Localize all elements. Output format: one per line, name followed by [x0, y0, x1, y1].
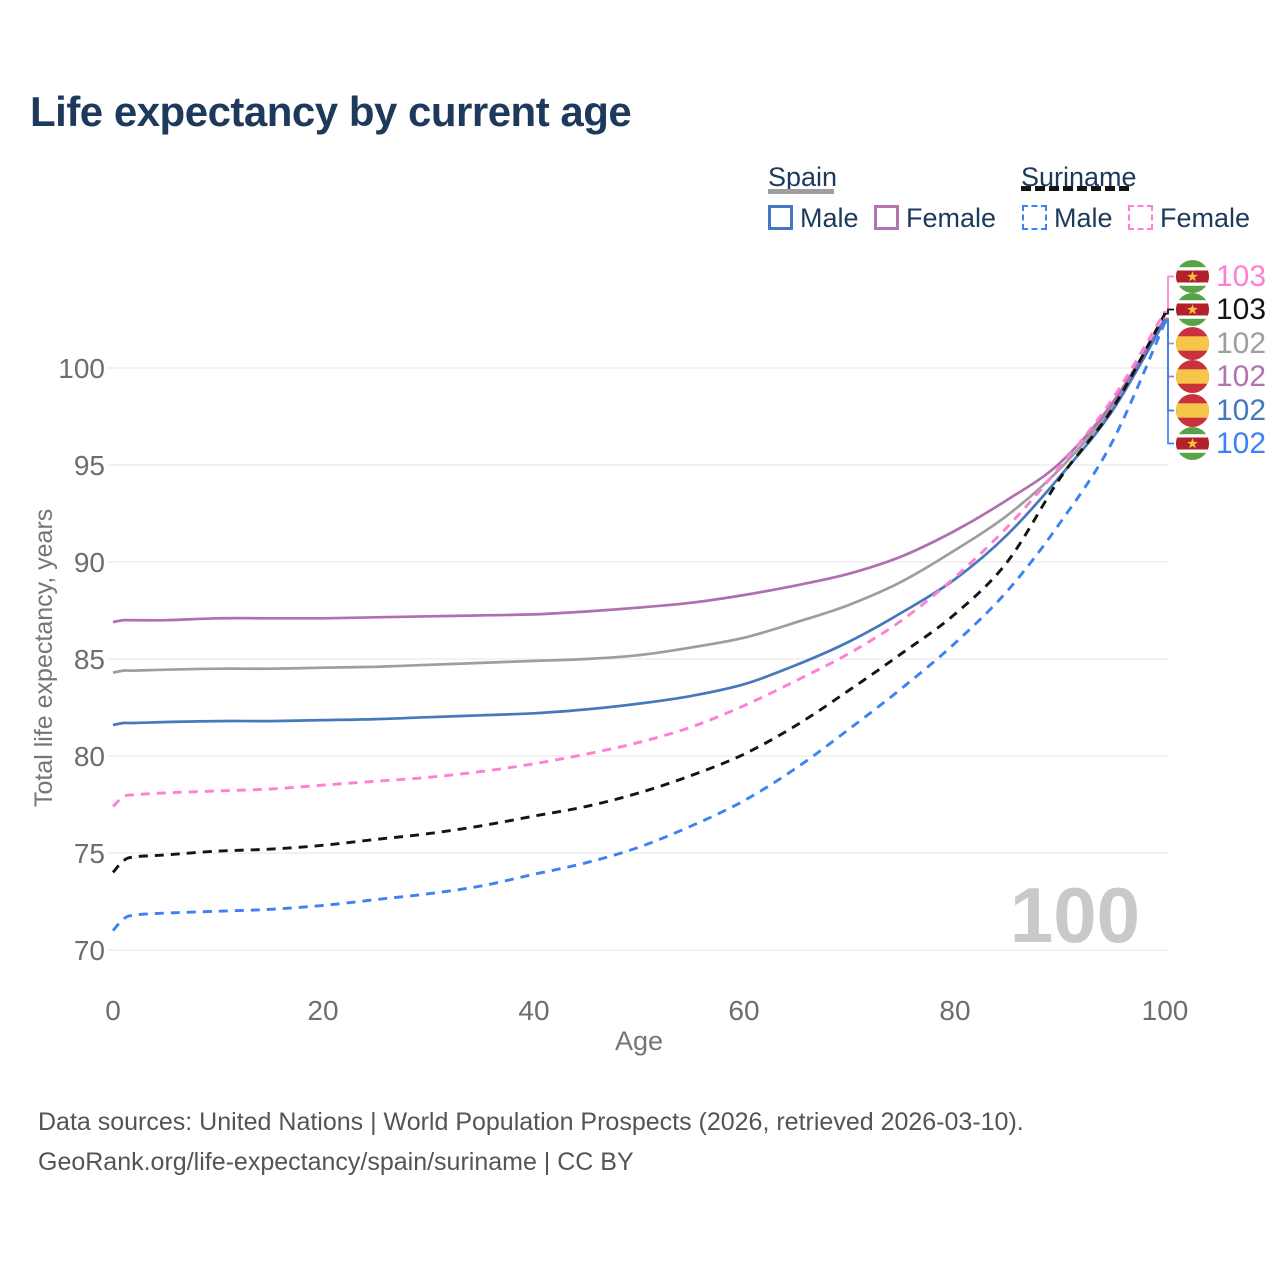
end-label-value: 102 — [1216, 426, 1267, 460]
series-line-spain_male — [112, 319, 1167, 727]
y-tick-100: 100 — [58, 353, 105, 384]
legend-swatch-suriname-female[interactable] — [1128, 205, 1153, 230]
y-tick-95: 95 — [73, 450, 105, 481]
series-line-suriname_both — [111, 312, 1167, 874]
legend-item-suriname-female[interactable]: Female — [1160, 203, 1251, 233]
series-line-suriname_male — [111, 321, 1167, 932]
end-label-leader-suriname_male — [1163, 321, 1174, 445]
end-label-leader-spain_female — [1163, 317, 1174, 378]
y-tick-85: 85 — [73, 644, 105, 675]
y-axis-title: Total life expectancy, years — [30, 508, 58, 808]
end-label-leader-spain_male — [1163, 319, 1174, 412]
x-tick-60: 60 — [728, 995, 760, 1026]
suriname-flag-icon — [1176, 260, 1209, 293]
y-tick-90: 90 — [73, 547, 105, 578]
end-label-row-suriname-male: 102 — [1176, 427, 1266, 460]
x-axis-title: Age — [614, 1026, 664, 1056]
end-label-row-spain-both: 102 — [1176, 327, 1266, 360]
series-line-spain_both — [112, 318, 1167, 674]
y-tick-70: 70 — [73, 935, 105, 966]
suriname-flag-icon — [1176, 427, 1209, 460]
legend-item-spain-female[interactable]: Female — [906, 203, 997, 233]
legend-swatch-spain-male[interactable] — [768, 205, 793, 230]
legend-group-spain[interactable]: Spain — [768, 162, 838, 192]
y-tick-80: 80 — [73, 741, 105, 772]
series-line-suriname_female — [111, 310, 1167, 808]
spain-solid-line-swatch — [768, 189, 834, 194]
footer-attribution: GeoRank.org/life-expectancy/spain/surina… — [38, 1148, 634, 1176]
legend-swatch-spain-female[interactable] — [874, 205, 899, 230]
chart-title: Life expectancy by current age — [30, 88, 632, 135]
suriname-flag-icon — [1176, 293, 1209, 326]
end-label-row-suriname-both: 103 — [1176, 293, 1266, 326]
suriname-dashed-line-swatch — [1021, 186, 1129, 191]
footer-data-sources: Data sources: United Nations | World Pop… — [38, 1108, 1024, 1136]
x-tick-80: 80 — [939, 995, 971, 1026]
end-label-value: 102 — [1216, 393, 1267, 427]
legend-item-suriname-male[interactable]: Male — [1054, 203, 1113, 233]
legend-item-spain-male[interactable]: Male — [800, 203, 859, 233]
spain-flag-icon — [1176, 327, 1209, 360]
end-label-value: 102 — [1216, 359, 1267, 393]
end-label-value: 103 — [1216, 259, 1267, 293]
x-tick-0: 0 — [105, 995, 121, 1026]
spain-flag-icon — [1176, 394, 1209, 427]
x-tick-20: 20 — [307, 995, 339, 1026]
spain-flag-icon — [1176, 360, 1209, 393]
end-label-leader-suriname_both — [1163, 308, 1174, 315]
legend-swatch-suriname-male[interactable] — [1022, 205, 1047, 230]
age-watermark: 100 — [1009, 871, 1140, 959]
end-label-row-spain-female: 102 — [1176, 360, 1266, 393]
series-line-spain_female — [112, 317, 1167, 624]
y-tick-75: 75 — [73, 838, 105, 869]
end-label-row-spain-male: 102 — [1176, 394, 1266, 427]
x-tick-100: 100 — [1141, 995, 1189, 1026]
end-label-value: 103 — [1216, 292, 1267, 326]
x-tick-40: 40 — [518, 995, 550, 1026]
end-label-leader-spain_both — [1163, 318, 1174, 345]
end-label-row-suriname-female: 103 — [1176, 260, 1266, 293]
end-label-value: 102 — [1216, 326, 1267, 360]
end-label-leader-suriname_female — [1163, 275, 1174, 313]
